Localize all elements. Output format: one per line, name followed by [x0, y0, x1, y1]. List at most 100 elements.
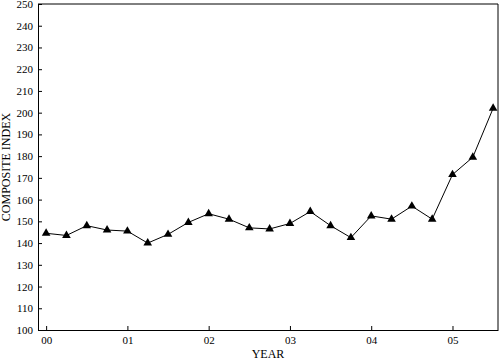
marker	[184, 217, 193, 224]
x-tick-label: 04	[366, 334, 378, 346]
marker	[448, 170, 457, 177]
y-tick-mark	[38, 91, 42, 92]
marker	[204, 209, 213, 216]
marker	[42, 228, 51, 235]
plot: 100 110 120 130 140 150 160 170 180 190 200 210 220 2…	[17, 0, 499, 346]
marker	[387, 214, 396, 221]
marker	[306, 207, 315, 214]
y-tick: 150	[17, 215, 43, 227]
x-tick: 01	[122, 326, 133, 346]
x-tick-mark	[209, 326, 210, 330]
marker	[347, 233, 356, 240]
y-tick: 190	[17, 128, 43, 140]
y-tick-mark	[38, 47, 42, 48]
y-tick-label: 170	[17, 172, 34, 184]
y-tick: 100	[17, 324, 43, 336]
y-tick: 180	[17, 150, 43, 162]
y-tick-mark	[38, 265, 42, 266]
marker	[245, 223, 254, 230]
y-tick: 110	[17, 302, 42, 314]
x-axis: 00 01 02 03 04 05	[39, 326, 499, 346]
x-tick-label: 03	[285, 334, 297, 346]
y-tick: 120	[17, 281, 43, 293]
x-axis-title: YEAR	[252, 347, 285, 361]
y-tick-mark	[38, 134, 42, 135]
y-tick-mark	[38, 221, 42, 222]
x-axis-line	[39, 330, 499, 331]
x-tick-mark	[371, 326, 372, 330]
marker	[143, 238, 152, 245]
y-tick-mark	[38, 178, 42, 179]
chart: 100 110 120 130 140 150 160 170 180 190 200 210 220 2…	[0, 0, 500, 361]
y-tick: 250	[17, 0, 43, 10]
y-tick: 170	[17, 172, 43, 184]
y-tick: 240	[17, 20, 43, 32]
y-tick: 140	[17, 237, 43, 249]
y-tick-label: 150	[17, 215, 34, 227]
y-tick-label: 250	[17, 0, 34, 10]
y-tick-label: 120	[17, 281, 34, 293]
marker	[367, 211, 376, 218]
series	[42, 103, 498, 245]
y-tick-mark	[38, 200, 42, 201]
y-tick-mark	[38, 287, 42, 288]
x-tick: 00	[41, 326, 53, 346]
y-tick: 160	[17, 194, 43, 206]
marker	[103, 225, 112, 232]
marker	[123, 226, 132, 233]
y-tick-mark	[38, 4, 42, 5]
x-tick-mark	[290, 326, 291, 330]
x-tick: 05	[447, 326, 459, 346]
x-tick-mark	[452, 326, 453, 330]
x-tick-label: 02	[204, 334, 215, 346]
y-axis-title: COMPOSITE INDEX	[0, 113, 13, 222]
marker	[408, 201, 417, 208]
y-tick-mark	[38, 26, 42, 27]
y-tick-label: 140	[17, 237, 34, 249]
y-tick: 210	[17, 85, 43, 97]
y-tick-mark	[38, 69, 42, 70]
y-tick-label: 240	[17, 20, 34, 32]
y-tick: 130	[17, 259, 43, 271]
x-tick-label: 00	[41, 334, 53, 346]
marker	[326, 221, 335, 228]
marker	[286, 219, 295, 226]
y-tick-label: 230	[17, 41, 34, 53]
y-tick-label: 180	[17, 150, 34, 162]
marker	[265, 224, 274, 231]
frame-top	[38, 4, 498, 5]
y-axis-line	[38, 5, 39, 331]
marker	[82, 221, 91, 228]
y-tick-mark	[38, 308, 42, 309]
y-tick-label: 220	[17, 63, 34, 75]
y-tick-label: 200	[17, 107, 34, 119]
y-tick-label: 110	[17, 302, 34, 314]
x-tick: 04	[366, 326, 378, 346]
x-tick-label: 05	[447, 334, 459, 346]
y-tick-label: 100	[17, 324, 34, 336]
marker	[469, 152, 478, 159]
y-tick-mark	[38, 156, 42, 157]
frame-right	[498, 4, 499, 330]
x-tick: 03	[285, 326, 297, 346]
y-tick: 230	[17, 41, 43, 53]
marker	[225, 214, 234, 221]
marker	[164, 229, 173, 236]
series-line	[46, 108, 493, 243]
y-tick-mark	[38, 243, 42, 244]
marker	[489, 103, 498, 110]
y-axis: 100 110 120 130 140 150 160 170 180 190 200 210 220 2…	[17, 0, 43, 336]
marker	[428, 214, 437, 221]
marker	[62, 230, 71, 237]
x-tick: 02	[204, 326, 215, 346]
y-tick: 220	[17, 63, 43, 75]
x-tick-mark	[127, 326, 128, 330]
x-tick-label: 01	[122, 334, 133, 346]
y-tick-label: 210	[17, 85, 34, 97]
y-tick-mark	[38, 113, 42, 114]
x-tick-mark	[46, 326, 47, 330]
y-tick-label: 130	[17, 259, 34, 271]
y-tick: 200	[17, 107, 43, 119]
y-tick-label: 160	[17, 194, 34, 206]
y-tick-label: 190	[17, 128, 34, 140]
